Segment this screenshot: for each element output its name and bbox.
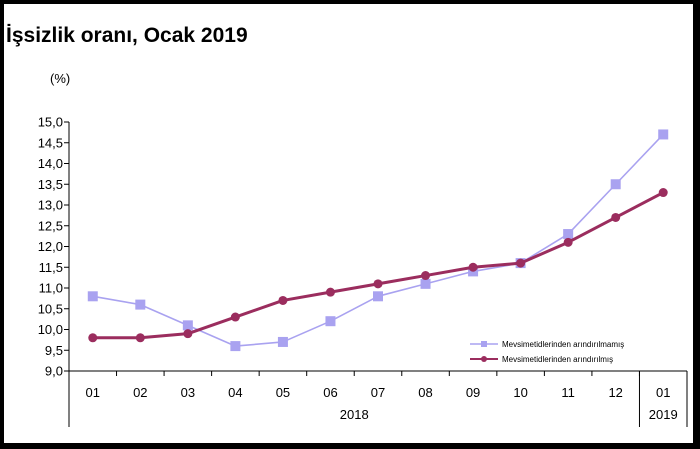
y-tick-label: 11,0 xyxy=(39,281,63,296)
y-tick-label: 10,5 xyxy=(38,301,63,316)
data-point-circle xyxy=(88,333,98,343)
legend-marker-square xyxy=(481,341,487,347)
legend: Mevsimetidlerinden arındırılmamış Mevsime… xyxy=(470,340,624,364)
x-tick-label: 06 xyxy=(323,385,337,400)
axes: 9,0 9,5 10,0 10,5 11,0 11,5 12,0 12,5 13,0 13,5 14… xyxy=(38,115,688,427)
data-point-circle xyxy=(325,287,335,297)
x-tick-label: 03 xyxy=(181,385,195,400)
data-point-square xyxy=(230,341,241,352)
data-point-circle xyxy=(516,258,526,268)
year-group-label: 2019 xyxy=(649,407,678,422)
x-tick-label: 12 xyxy=(608,385,622,400)
data-point-square xyxy=(182,320,193,331)
y-tick-label: 13,0 xyxy=(38,198,63,213)
x-tick-label: 02 xyxy=(133,385,147,400)
x-tick-label: 08 xyxy=(418,385,432,400)
chart-frame: İşsizlik oranı, Ocak 2019 (%) 9,0 9,5 10,0… xyxy=(4,4,693,443)
chart-title: İşsizlik oranı, Ocak 2019 xyxy=(6,24,248,47)
data-point-square xyxy=(277,336,288,347)
data-point-circle xyxy=(230,312,240,322)
y-tick-label: 12,0 xyxy=(38,239,63,254)
line-chart: İşsizlik oranı, Ocak 2019 (%) 9,0 9,5 10,0… xyxy=(6,24,688,427)
data-point-square xyxy=(373,291,383,302)
x-tick-label: 05 xyxy=(276,385,290,400)
legend-marker-circle xyxy=(481,356,487,362)
x-tick-label: 11 xyxy=(561,385,575,400)
x-tick-label: 01 xyxy=(656,385,670,400)
x-tick-label: 09 xyxy=(466,385,480,400)
data-point-circle xyxy=(183,329,193,339)
data-point-square xyxy=(610,179,621,190)
year-group-label: 2018 xyxy=(340,407,369,422)
y-tick-label: 13,5 xyxy=(38,177,63,192)
series-line xyxy=(92,133,664,347)
x-tick-label: 10 xyxy=(513,385,527,400)
x-tick-label: 07 xyxy=(371,385,385,400)
data-point-circle xyxy=(135,333,145,343)
data-point-square xyxy=(135,299,146,310)
y-axis-unit-label: (%) xyxy=(50,71,70,86)
data-point-circle xyxy=(373,279,383,289)
x-tick-label: 04 xyxy=(228,385,242,400)
legend-entry-label: Mevsimetidlerinden arındırılmış xyxy=(502,355,613,364)
y-tick-label: 9,5 xyxy=(45,343,63,358)
y-tick-label: 12,5 xyxy=(38,218,63,233)
data-point-circle xyxy=(611,212,621,222)
data-point-square xyxy=(87,291,98,302)
legend-entry-label: Mevsimetidlerinden arındırılmamış xyxy=(502,340,624,349)
data-point-circle xyxy=(421,271,431,281)
y-tick-label: 15,0 xyxy=(38,115,63,130)
data-point-circle xyxy=(658,188,668,198)
data-point-square xyxy=(325,316,336,327)
y-tick-label: 10,0 xyxy=(38,322,63,337)
data-point-square xyxy=(658,129,669,140)
series-line xyxy=(92,191,664,340)
x-tick-label: 01 xyxy=(86,385,100,400)
data-point-circle xyxy=(468,262,478,272)
y-tick-label: 14,0 xyxy=(38,156,63,171)
y-tick-label: 9,0 xyxy=(45,364,63,379)
data-point-circle xyxy=(278,295,288,305)
series-layer xyxy=(87,129,669,352)
data-point-circle xyxy=(563,237,573,247)
y-tick-label: 11,5 xyxy=(39,260,63,275)
data-point-square xyxy=(420,278,431,289)
data-point-square xyxy=(563,229,574,240)
y-tick-label: 14,5 xyxy=(38,135,63,150)
